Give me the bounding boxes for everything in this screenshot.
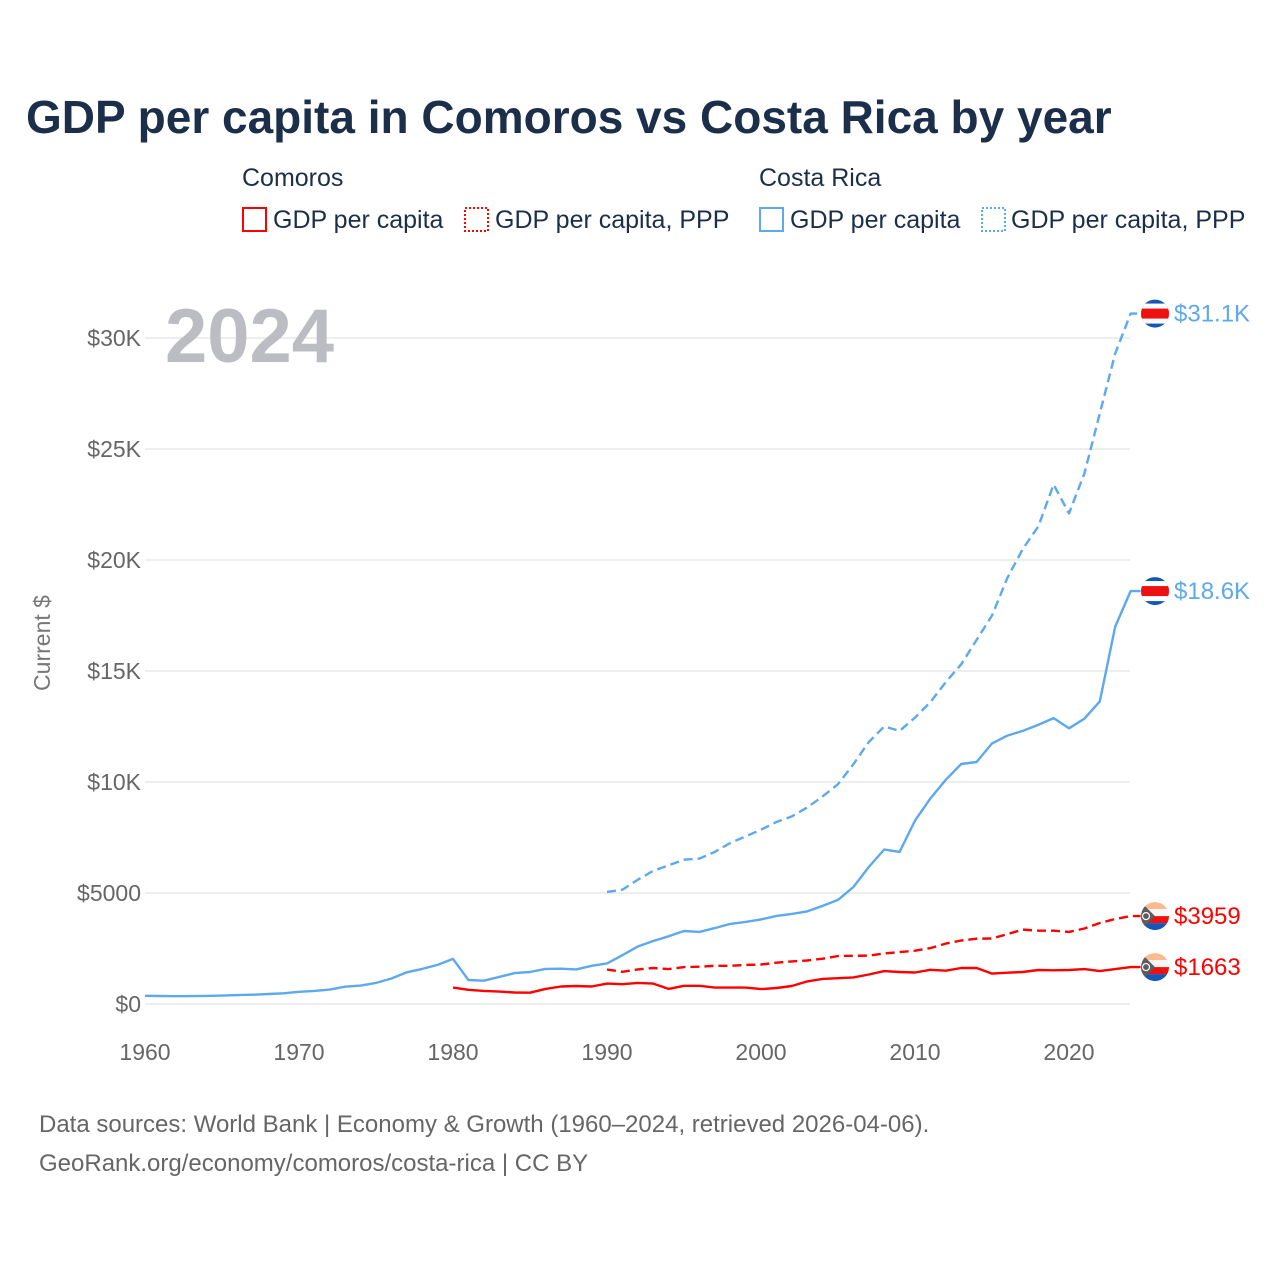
comoros-flag-icon (1141, 902, 1169, 931)
flag-stripe (1141, 902, 1169, 910)
source-line-1: Data sources: World Bank | Economy & Gro… (39, 1111, 929, 1138)
flag-body (1141, 577, 1169, 606)
legend-item-costa-rica-gdp[interactable]: GDP per capita (790, 206, 961, 234)
legend-item-comoros-gdp[interactable]: GDP per capita (273, 206, 444, 234)
flag-body (1141, 953, 1169, 982)
flag-stripe (1141, 923, 1169, 931)
series-line-costa-rica-gdp-per-capita (144, 589, 1141, 998)
flag-triangle (1141, 953, 1155, 982)
chart-title: GDP per capita in Comoros vs Costa Rica … (26, 91, 1112, 143)
x-tick-label: 2000 (735, 1039, 786, 1065)
legend: Comoros GDP per capita GDP per capita, P… (242, 164, 1245, 234)
flag-stripe (1141, 909, 1169, 917)
source-line-2[interactable]: GeoRank.org/economy/comoros/costa-rica |… (39, 1150, 588, 1177)
y-tick-label: $25K (87, 436, 141, 462)
flag-stripe (1141, 953, 1169, 961)
flag-stripe (1141, 960, 1169, 968)
legend-item-comoros-ppp[interactable]: GDP per capita, PPP (495, 206, 729, 234)
end-labels: $31.1K $18.6K $3959 $1663 (1141, 299, 1250, 982)
legend-item-costa-rica-ppp[interactable]: GDP per capita, PPP (1011, 206, 1245, 234)
y-tick-label: $15K (87, 658, 141, 684)
flag-body (1141, 902, 1169, 931)
legend-swatch-comoros-gdp (242, 207, 267, 232)
flag-stripe (1141, 586, 1169, 597)
x-tick-label: 1990 (581, 1039, 632, 1065)
legend-swatch-costa-rica-gdp (759, 207, 784, 232)
flag-stripe (1141, 916, 1169, 924)
flag-stripe (1141, 974, 1169, 982)
series-line-comoros-gdp-per-capita (452, 965, 1141, 994)
y-tick-label: $10K (87, 769, 141, 795)
x-tick-label: 1960 (119, 1039, 170, 1065)
flag-stripe (1141, 308, 1169, 319)
flag-stripe (1141, 967, 1169, 975)
y-axis-ticks: $0 $5000 $10K $15K $20K $25K $30K (77, 325, 142, 1017)
x-tick-label: 1970 (273, 1039, 324, 1065)
x-tick-label: 1980 (427, 1039, 478, 1065)
series-line-costa-rica-gdp-per-capita-ppp (606, 312, 1141, 894)
legend-swatch-comoros-ppp (464, 207, 489, 232)
x-axis-ticks: 1960 1970 1980 1990 2000 2010 2020 (119, 1039, 1094, 1065)
legend-group-comoros[interactable]: Comoros (242, 164, 343, 192)
end-value-label: $18.6K (1174, 578, 1250, 605)
end-value-label: $1663 (1174, 954, 1241, 981)
flag-triangle (1141, 902, 1155, 931)
series-line-comoros-gdp-per-capita-ppp (606, 914, 1141, 973)
year-overlay: 2024 (165, 294, 334, 379)
flag-crescent (1141, 912, 1151, 921)
y-tick-label: $30K (87, 325, 141, 351)
y-tick-label: $0 (115, 991, 141, 1017)
comoros-flag-icon (1141, 953, 1169, 982)
y-axis-label: Current $ (29, 595, 55, 691)
end-value-label: $3959 (1174, 903, 1241, 930)
series-lines (144, 312, 1141, 998)
legend-swatch-costa-rica-ppp (981, 207, 1006, 232)
costa-rica-flag-icon (1141, 577, 1169, 606)
y-tick-label: $5000 (77, 880, 141, 906)
costa-rica-flag-icon (1141, 299, 1169, 328)
flag-crescent (1141, 962, 1151, 972)
x-tick-label: 2010 (889, 1039, 940, 1065)
flag-body (1141, 299, 1169, 328)
x-tick-label: 2020 (1043, 1039, 1094, 1065)
gridlines (145, 337, 1130, 1005)
end-value-label: $31.1K (1174, 301, 1250, 328)
y-tick-label: $20K (87, 547, 141, 573)
legend-group-costa-rica[interactable]: Costa Rica (759, 164, 881, 192)
